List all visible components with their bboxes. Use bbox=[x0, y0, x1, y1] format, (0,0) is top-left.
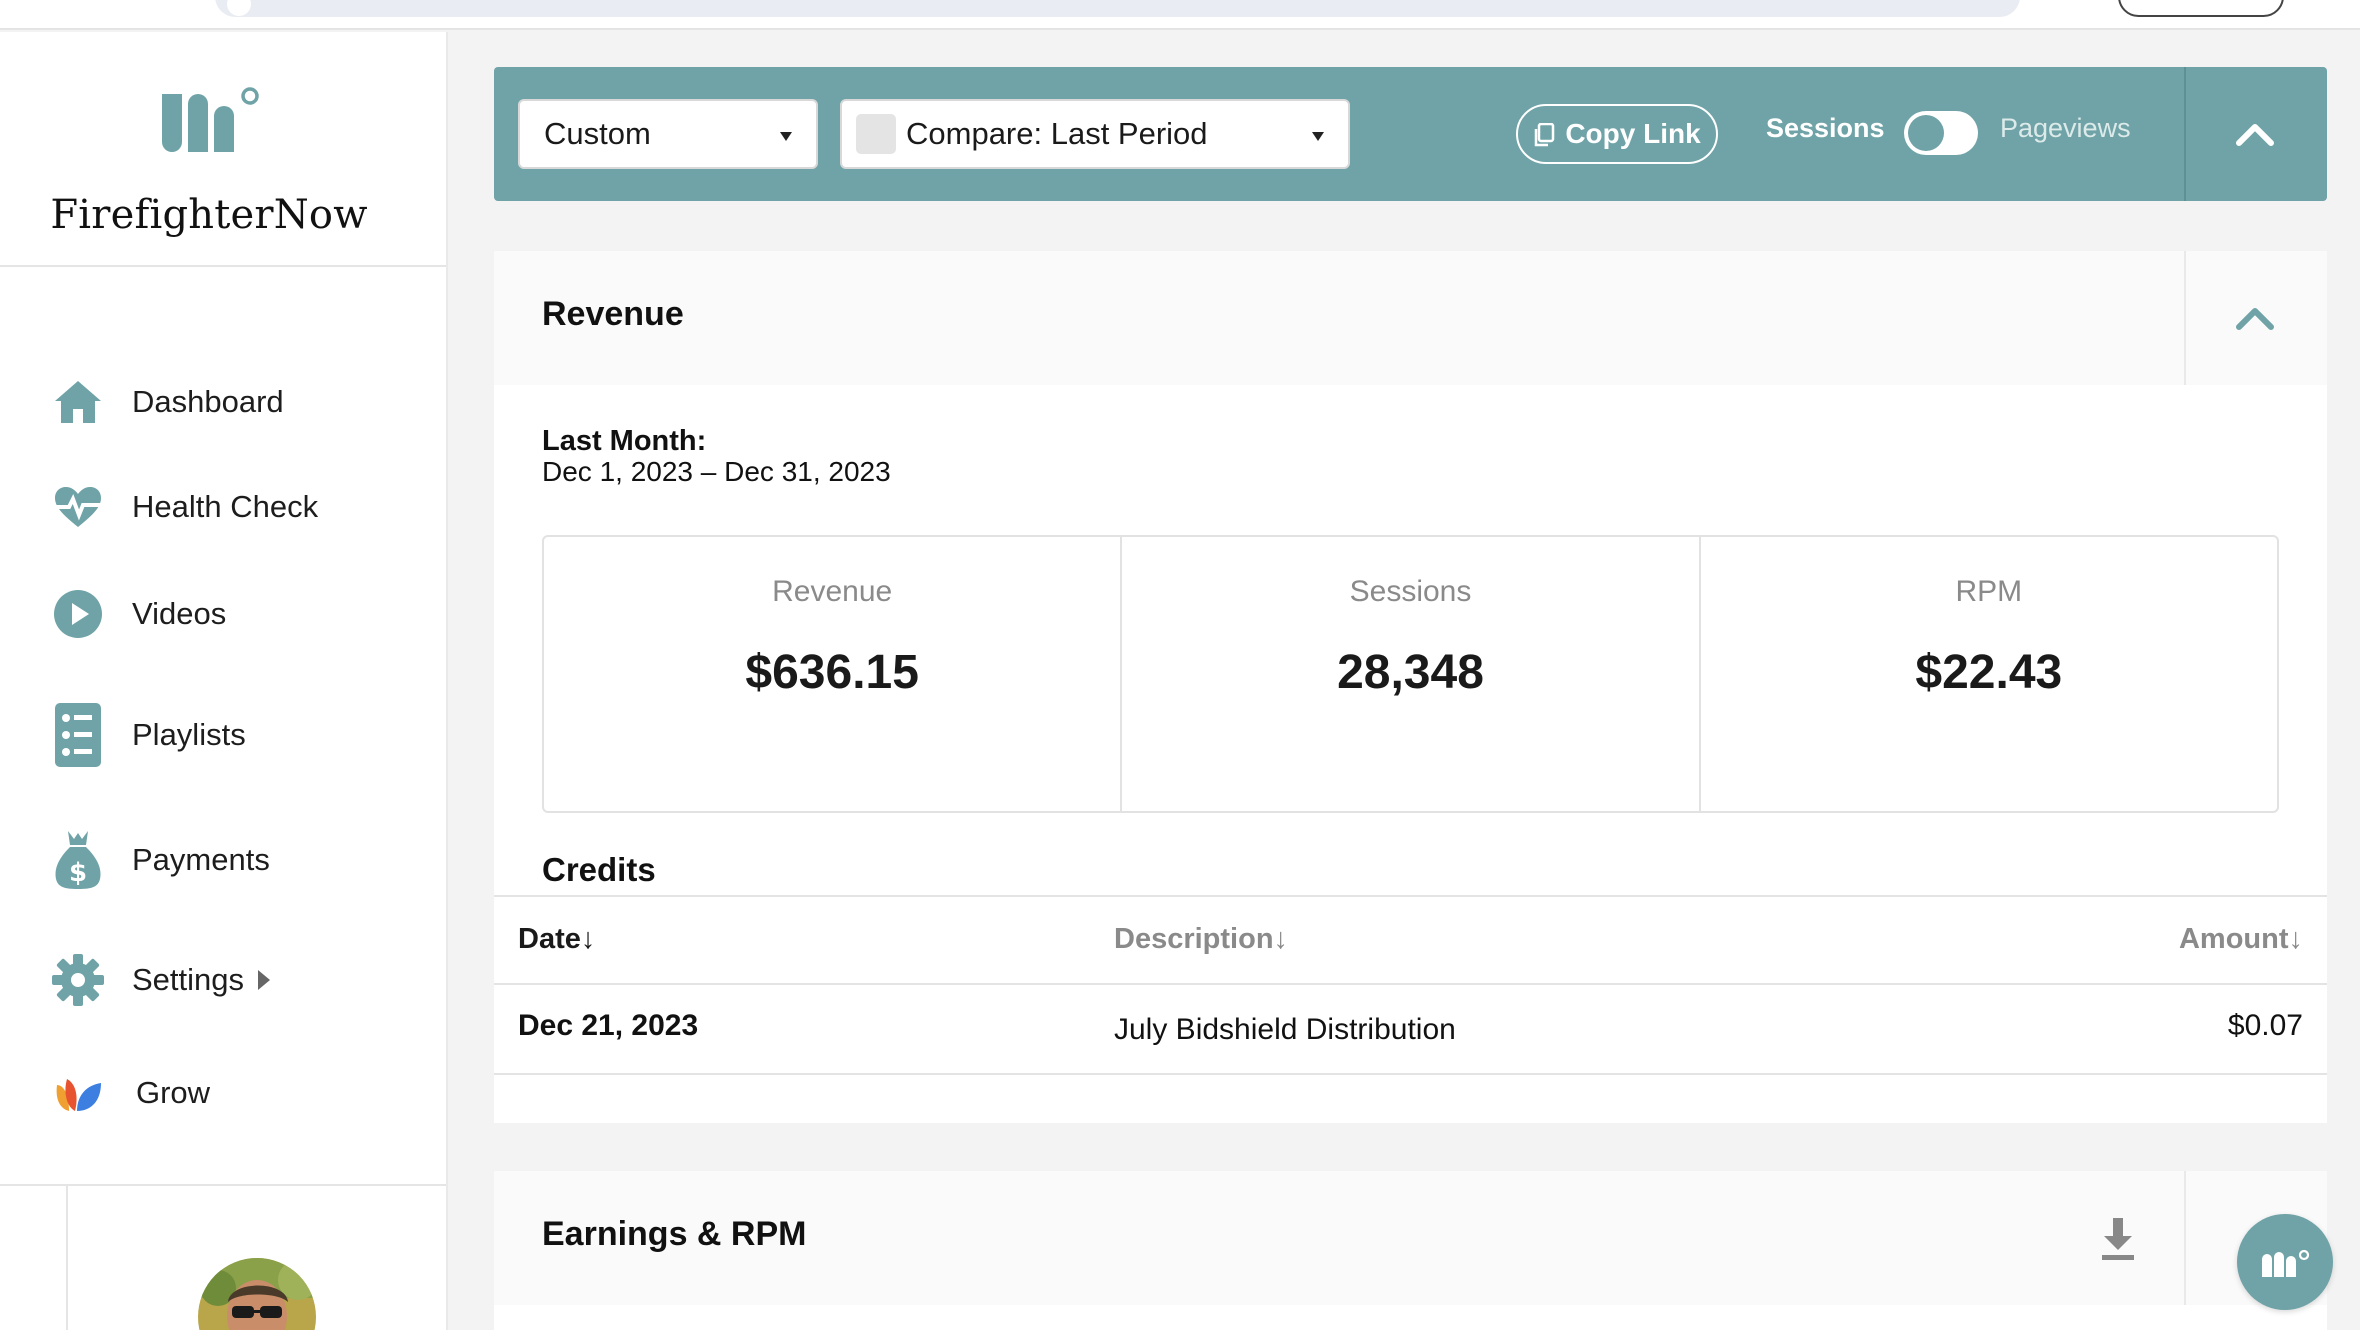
sidebar-item-label: Payments bbox=[132, 842, 270, 877]
copy-link-label: Copy Link bbox=[1565, 118, 1701, 149]
sidebar-item-settings[interactable]: Settings bbox=[52, 950, 271, 1010]
stat-label: RPM bbox=[1955, 575, 2023, 608]
credits-title: Credits bbox=[542, 851, 656, 888]
sort-arrow-icon: ↓ bbox=[2288, 923, 2304, 955]
cell-amount: $0.07 bbox=[2227, 1009, 2303, 1042]
copy-link-button[interactable]: Copy Link bbox=[1516, 104, 1718, 164]
sidebar-divider bbox=[0, 265, 446, 267]
column-header-date[interactable]: Date↓ bbox=[518, 923, 595, 956]
period-label: Last Month: bbox=[542, 425, 707, 457]
card-header-divider bbox=[2184, 251, 2186, 385]
gear-icon bbox=[52, 954, 104, 1006]
home-icon bbox=[52, 376, 104, 428]
brand-name: FirefighterNow bbox=[50, 192, 368, 238]
chevron-up-icon bbox=[2236, 124, 2274, 146]
money-bag-icon: $ bbox=[52, 831, 104, 889]
download-button[interactable] bbox=[2078, 1199, 2158, 1279]
sidebar-item-label: Grow bbox=[136, 1075, 211, 1110]
period-range: Dec 1, 2023 – Dec 31, 2023 bbox=[542, 456, 891, 487]
sidebar-item-videos[interactable]: Videos bbox=[52, 584, 226, 644]
revenue-card-title: Revenue bbox=[542, 295, 684, 333]
date-range-select[interactable]: Custom bbox=[518, 99, 818, 169]
earnings-card-header: Earnings & RPM bbox=[494, 1171, 2327, 1305]
toggle-label-sessions: Sessions bbox=[1766, 113, 1885, 143]
download-icon bbox=[2102, 1218, 2134, 1260]
list-icon bbox=[52, 703, 104, 767]
card-header-divider bbox=[2184, 1171, 2186, 1305]
earnings-card-title: Earnings & RPM bbox=[542, 1215, 807, 1253]
sidebar-divider bbox=[0, 1184, 446, 1186]
collapse-revenue-button[interactable] bbox=[2215, 278, 2295, 358]
stat-revenue: Revenue $636.15 bbox=[544, 537, 1123, 811]
sidebar-item-label: Settings bbox=[132, 962, 245, 997]
caret-down-icon bbox=[780, 132, 792, 141]
sidebar: FirefighterNow Dashboard Health Check Vi… bbox=[0, 32, 446, 1330]
sidebar-item-playlists[interactable]: Playlists bbox=[52, 703, 246, 767]
compare-select[interactable]: Compare: Last Period bbox=[840, 99, 1350, 169]
chevron-right-icon bbox=[258, 970, 271, 990]
top-right-button[interactable] bbox=[2118, 0, 2284, 17]
stat-rpm: RPM $22.43 bbox=[1701, 537, 2277, 811]
caret-down-icon bbox=[1312, 132, 1324, 141]
stat-value: $636.15 bbox=[745, 646, 919, 699]
column-header-label: Amount bbox=[2178, 923, 2289, 955]
sort-arrow-icon: ↓ bbox=[1273, 923, 1289, 955]
column-header-amount[interactable]: Amount↓ bbox=[2179, 923, 2303, 956]
date-range-value: Custom bbox=[544, 116, 651, 151]
stat-label: Revenue bbox=[772, 575, 893, 608]
stat-sessions: Sessions 28,348 bbox=[1122, 537, 1701, 811]
cell-date: Dec 21, 2023 bbox=[518, 1009, 699, 1042]
address-bar-dot bbox=[227, 0, 251, 16]
heartbeat-icon bbox=[52, 481, 104, 533]
column-header-label: Description bbox=[1114, 923, 1274, 955]
stat-value: $22.43 bbox=[1915, 646, 2063, 699]
sidebar-vertical-divider bbox=[66, 1186, 68, 1330]
sidebar-item-label: Videos bbox=[132, 596, 227, 631]
sidebar-item-payments[interactable]: $ Payments bbox=[52, 830, 270, 890]
collapse-filters-button[interactable] bbox=[2215, 94, 2295, 174]
sidebar-item-label: Playlists bbox=[132, 717, 246, 752]
sidebar-item-grow[interactable]: Grow bbox=[52, 1063, 210, 1123]
earnings-card: Earnings & RPM bbox=[494, 1171, 2327, 1330]
toggle-label-pageviews: Pageviews bbox=[2000, 113, 2131, 143]
help-chat-button[interactable] bbox=[2237, 1214, 2333, 1310]
svg-text:$: $ bbox=[69, 858, 87, 888]
compare-value: Compare: Last Period bbox=[906, 116, 1208, 151]
grow-logo-icon bbox=[52, 1067, 104, 1119]
sort-arrow-icon: ↓ bbox=[580, 923, 596, 955]
mv-logo-icon[interactable] bbox=[158, 54, 262, 154]
column-header-description[interactable]: Description↓ bbox=[1114, 923, 1288, 956]
address-bar[interactable] bbox=[215, 0, 2020, 17]
revenue-card: Revenue Last Month: Dec 1, 2023 – Dec 31… bbox=[494, 251, 2327, 1123]
stat-value: 28,348 bbox=[1337, 646, 1484, 699]
sidebar-item-dashboard[interactable]: Dashboard bbox=[52, 372, 284, 432]
browser-top-strip bbox=[0, 0, 2360, 30]
revenue-card-header: Revenue bbox=[494, 251, 2327, 385]
chevron-up-icon bbox=[2236, 308, 2274, 330]
filter-bar-divider bbox=[2184, 67, 2186, 201]
sidebar-item-health-check[interactable]: Health Check bbox=[52, 477, 318, 537]
toggle-knob bbox=[1908, 115, 1944, 151]
table-row: Dec 21, 2023 July Bidshield Distribution… bbox=[494, 985, 2327, 1075]
sidebar-edge bbox=[446, 32, 448, 1330]
stats-panel: Revenue $636.15 Sessions 28,348 RPM $22.… bbox=[542, 535, 2279, 813]
mv-logo-icon bbox=[2262, 1249, 2310, 1277]
compare-color-swatch bbox=[856, 114, 896, 154]
sidebar-item-label: Dashboard bbox=[132, 384, 284, 419]
avatar[interactable] bbox=[198, 1258, 316, 1330]
stat-label: Sessions bbox=[1349, 575, 1472, 608]
filter-bar: Custom Compare: Last Period Copy Link Se… bbox=[494, 67, 2327, 201]
sidebar-item-label: Health Check bbox=[132, 489, 319, 524]
play-circle-icon bbox=[52, 588, 104, 640]
copy-icon bbox=[1533, 122, 1555, 147]
table-header: Date↓ Description↓ Amount↓ bbox=[494, 895, 2327, 985]
column-header-label: Date bbox=[518, 923, 581, 955]
sessions-pageviews-toggle[interactable] bbox=[1904, 111, 1978, 155]
cell-description: July Bidshield Distribution bbox=[1114, 1013, 1456, 1046]
